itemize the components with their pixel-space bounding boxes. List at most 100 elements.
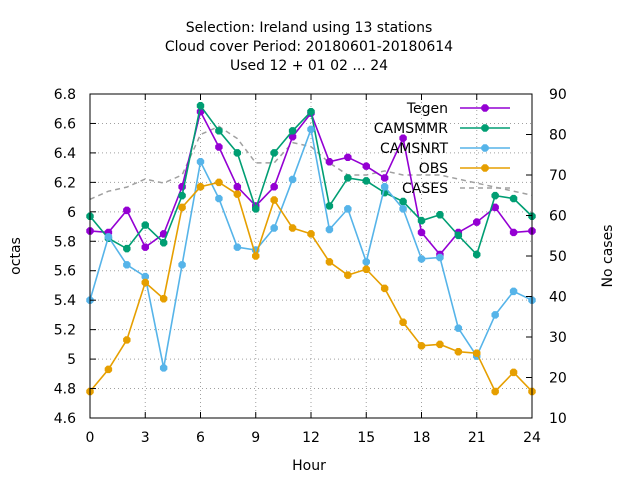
obs-point xyxy=(159,294,168,303)
camsnrt-point xyxy=(491,311,499,319)
cases-line xyxy=(89,125,533,200)
obs-point xyxy=(196,183,205,191)
chart-title-line-1: Selection: Ireland using 13 stations xyxy=(186,20,433,36)
x-tick-label: 6 xyxy=(196,430,205,446)
camsnrt-point xyxy=(178,261,186,269)
obs-point xyxy=(491,387,499,396)
y-tick-label: 6.2 xyxy=(54,175,76,191)
tegen-point xyxy=(215,143,223,151)
tegen-point xyxy=(473,218,481,226)
camsmmr-point xyxy=(270,149,278,157)
axis-ticks xyxy=(89,93,533,419)
camsnrt-point xyxy=(215,194,223,203)
tegen-point xyxy=(233,183,242,191)
obs-point xyxy=(307,230,315,238)
y-tick-label: 6.4 xyxy=(54,146,76,162)
obs-point xyxy=(473,349,481,357)
legend-label: CASES xyxy=(402,181,448,197)
camsmmr-point xyxy=(307,107,315,116)
tegen-point xyxy=(380,174,389,182)
camsmmr-point xyxy=(196,102,205,110)
series-cases xyxy=(89,125,533,200)
tegen-point xyxy=(325,158,334,166)
camsmmr-point xyxy=(436,211,444,219)
legend-label: CAMSNRT xyxy=(380,141,449,157)
x-tick-label: 9 xyxy=(251,430,260,446)
obs-point xyxy=(362,265,370,273)
obs-point xyxy=(399,318,407,327)
camsnrt-point xyxy=(417,255,426,263)
obs-point xyxy=(270,196,278,204)
tegen-point xyxy=(159,230,168,238)
obs-point xyxy=(380,284,389,293)
tegen-point xyxy=(270,183,278,191)
obs-point xyxy=(123,336,131,344)
obs-point xyxy=(288,224,297,232)
y2-tick-label: 10 xyxy=(549,411,567,427)
camsmmr-point xyxy=(509,194,518,203)
legend-marker xyxy=(481,164,489,172)
camsnrt-point xyxy=(123,261,131,269)
camsnrt-point xyxy=(362,258,370,266)
x-tick-labels: 0 3 6 9 12 15 18 21 24 xyxy=(86,430,541,446)
camsmmr-point xyxy=(362,177,370,185)
obs-point xyxy=(417,342,426,350)
camsnrt-point xyxy=(325,225,334,234)
camsmmr-point xyxy=(178,191,186,200)
y2-tick-labels: 10 20 30 40 50 60 70 80 90 xyxy=(549,87,567,427)
cases-series xyxy=(89,125,533,200)
chart-title: Selection: Ireland using 13 stations Clo… xyxy=(165,20,453,74)
y-tick-label: 5.6 xyxy=(54,264,76,280)
y2-tick-label: 80 xyxy=(549,128,567,144)
camsmmr-point xyxy=(417,216,426,225)
tegen-point xyxy=(399,134,407,142)
camsnrt-point xyxy=(196,158,205,166)
obs-point xyxy=(509,368,518,377)
x-tick-label: 3 xyxy=(141,430,150,446)
camsmmr-point xyxy=(491,191,499,200)
obs-point xyxy=(215,178,223,187)
camsmmr-point xyxy=(159,239,168,247)
camsmmr-point xyxy=(344,174,352,182)
y-tick-label: 6.8 xyxy=(54,87,76,103)
y-axis-label: octas xyxy=(8,237,24,275)
camsnrt-point xyxy=(454,324,463,332)
tegen-point xyxy=(123,206,131,215)
camsmmr-point xyxy=(233,149,242,157)
obs-point xyxy=(104,365,113,374)
camsmmr-point xyxy=(454,231,463,240)
x-tick-label: 0 xyxy=(86,430,95,446)
tegen-point xyxy=(417,228,426,237)
y-tick-label: 4.6 xyxy=(54,411,76,427)
camsnrt-point xyxy=(509,287,518,296)
y2-tick-label: 60 xyxy=(549,209,567,225)
tegen-point xyxy=(344,153,352,162)
obs-point xyxy=(252,252,260,260)
y2-tick-label: 50 xyxy=(549,249,567,265)
obs-point xyxy=(436,340,444,349)
legend: Tegen CAMSMMR CAMSNRT OBS CASES xyxy=(374,101,510,197)
y-tick-label: 5.8 xyxy=(54,234,76,250)
camsnrt-point xyxy=(436,253,444,262)
obs-point xyxy=(233,190,242,198)
legend-marker xyxy=(481,124,489,132)
camsnrt-point xyxy=(233,243,242,251)
camsnrt-point xyxy=(380,183,389,191)
obs-point xyxy=(454,347,463,356)
tegen-point xyxy=(509,228,518,237)
obs-point xyxy=(178,203,186,212)
camsnrt-point xyxy=(288,175,297,184)
camsmmr-point xyxy=(473,250,481,259)
camsnrt-line xyxy=(89,126,533,369)
legend-label: CAMSMMR xyxy=(374,121,448,137)
y-tick-label: 5 xyxy=(67,352,76,368)
y2-axis-label: No cases xyxy=(600,225,616,288)
y-tick-label: 5.4 xyxy=(54,293,76,309)
x-tick-label: 21 xyxy=(468,430,486,446)
obs-point xyxy=(325,258,334,266)
legend-marker xyxy=(481,104,489,112)
camsnrt-point xyxy=(270,224,278,232)
tegen-point xyxy=(141,243,149,251)
x-axis-label: Hour xyxy=(292,458,326,474)
